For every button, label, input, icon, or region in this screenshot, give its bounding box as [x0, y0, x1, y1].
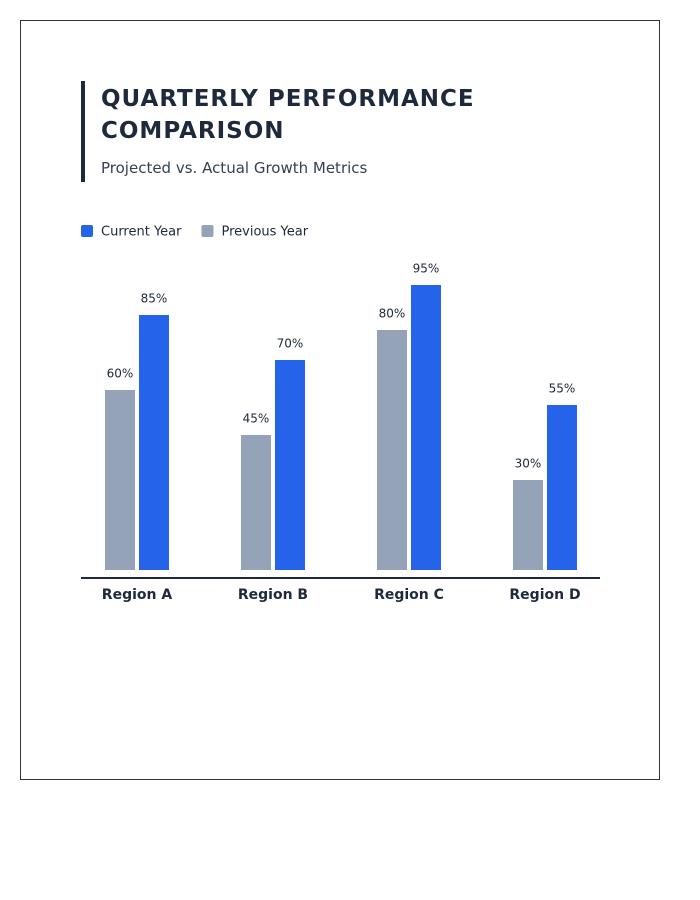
legend-label: Previous Year: [221, 225, 308, 240]
legend-swatch: [81, 225, 93, 237]
bar: [377, 330, 407, 570]
card: [20, 20, 660, 780]
data-label: 30%: [515, 457, 542, 471]
bar: [513, 480, 543, 570]
bar: [275, 360, 305, 570]
x-tick-label: Region B: [238, 587, 308, 603]
bar: [105, 390, 135, 570]
bar: [139, 315, 169, 570]
bar: [411, 285, 441, 570]
x-tick-label: Region C: [374, 587, 444, 603]
x-tick-label: Region A: [102, 587, 173, 603]
bar: [547, 405, 577, 570]
data-label: 55%: [549, 382, 576, 396]
legend-label: Current Year: [101, 225, 182, 240]
data-label: 80%: [379, 307, 406, 321]
legend-swatch: [201, 225, 214, 237]
data-label: 85%: [141, 292, 168, 306]
data-label: 60%: [107, 367, 134, 381]
x-tick-label: Region D: [509, 587, 580, 603]
data-label: 70%: [277, 337, 304, 351]
chart-title: QUARTERLY PERFORMANCE COMPARISON: [101, 86, 475, 144]
chart-subtitle: Projected vs. Actual Growth Metrics: [101, 159, 368, 177]
bar: [241, 435, 271, 570]
data-label: 45%: [243, 412, 270, 426]
data-label: 95%: [413, 262, 440, 276]
header: QUARTERLY PERFORMANCE COMPARISON Project…: [81, 81, 481, 182]
